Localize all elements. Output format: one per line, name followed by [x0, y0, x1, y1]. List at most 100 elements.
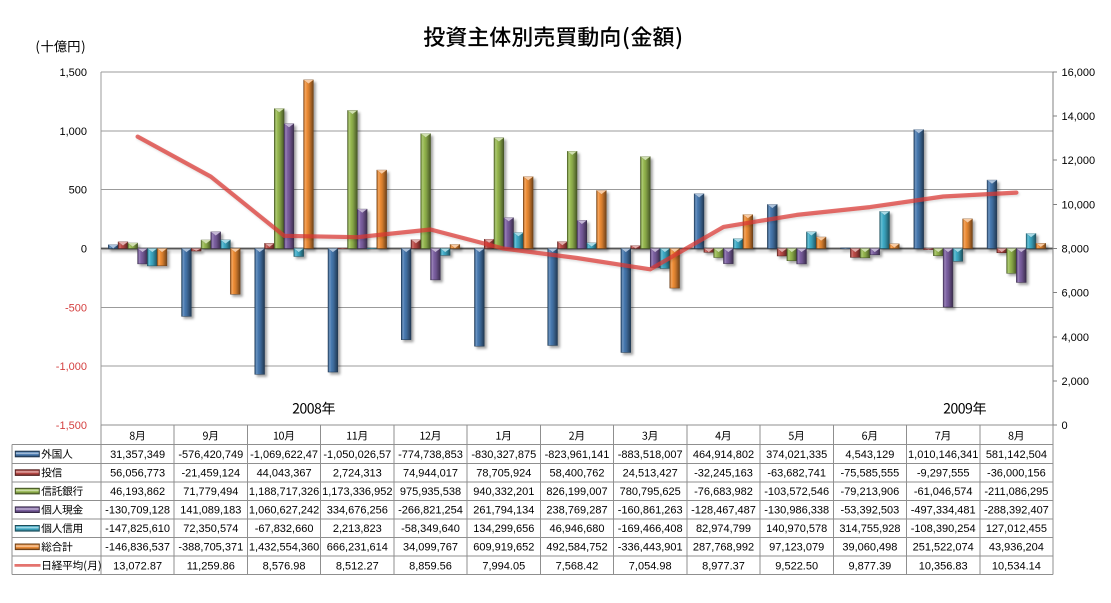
svg-text:2,213,823: 2,213,823	[333, 523, 382, 535]
svg-text:8,859.56: 8,859.56	[409, 560, 452, 572]
svg-text:-61,046,574: -61,046,574	[914, 486, 973, 498]
svg-text:-823,961,141: -823,961,141	[545, 449, 610, 461]
svg-text:-67,832,660: -67,832,660	[255, 523, 314, 535]
svg-text:97,123,079: 97,123,079	[769, 542, 824, 554]
svg-text:6,000: 6,000	[1062, 288, 1090, 300]
svg-text:975,935,538: 975,935,538	[400, 486, 461, 498]
svg-text:4,543,129: 4,543,129	[845, 449, 894, 461]
svg-text:39,060,498: 39,060,498	[842, 542, 897, 554]
svg-text:2,724,313: 2,724,313	[333, 468, 382, 480]
svg-text:9,877.39: 9,877.39	[848, 560, 891, 572]
svg-text:287,768,992: 287,768,992	[693, 542, 754, 554]
svg-text:-1,000: -1,000	[56, 361, 87, 373]
svg-text:-75,585,555: -75,585,555	[841, 468, 900, 480]
svg-text:-336,443,901: -336,443,901	[618, 542, 683, 554]
svg-text:58,400,762: 58,400,762	[549, 468, 604, 480]
svg-text:-500: -500	[65, 302, 87, 314]
svg-text:500: 500	[69, 185, 87, 197]
svg-text:251,522,074: 251,522,074	[913, 542, 974, 554]
svg-text:1,500: 1,500	[59, 67, 87, 79]
svg-text:127,012,455: 127,012,455	[986, 523, 1047, 535]
svg-text:-130,986,338: -130,986,338	[764, 505, 829, 517]
svg-text:334,676,256: 334,676,256	[327, 505, 388, 517]
svg-text:1,188,717,326: 1,188,717,326	[249, 486, 319, 498]
svg-text:34,099,767: 34,099,767	[403, 542, 458, 554]
svg-text:780,795,625: 780,795,625	[620, 486, 681, 498]
svg-text:7,054.98: 7,054.98	[629, 560, 672, 572]
svg-text:82,974,799: 82,974,799	[696, 523, 751, 535]
svg-text:8,977.37: 8,977.37	[702, 560, 745, 572]
svg-text:-497,334,481: -497,334,481	[911, 505, 976, 517]
svg-text:492,584,752: 492,584,752	[546, 542, 607, 554]
svg-text:826,199,007: 826,199,007	[546, 486, 607, 498]
svg-text:-774,738,853: -774,738,853	[398, 449, 463, 461]
svg-text:-288,392,407: -288,392,407	[984, 505, 1049, 517]
svg-text:8,576.98: 8,576.98	[263, 560, 306, 572]
svg-text:43,936,204: 43,936,204	[989, 542, 1044, 554]
svg-text:1,432,554,360: 1,432,554,360	[249, 542, 319, 554]
svg-text:666,231,614: 666,231,614	[327, 542, 388, 554]
svg-text:261,794,134: 261,794,134	[473, 505, 534, 517]
svg-text:140,970,578: 140,970,578	[766, 523, 827, 535]
svg-text:9,522.50: 9,522.50	[775, 560, 818, 572]
svg-text:-169,466,408: -169,466,408	[618, 523, 683, 535]
svg-text:-388,705,371: -388,705,371	[178, 542, 243, 554]
svg-text:-9,297,555: -9,297,555	[917, 468, 970, 480]
svg-text:581,142,504: 581,142,504	[986, 449, 1047, 461]
svg-text:-128,467,487: -128,467,487	[691, 505, 756, 517]
svg-text:609,919,652: 609,919,652	[473, 542, 534, 554]
svg-text:-76,683,982: -76,683,982	[694, 486, 753, 498]
svg-text:13,072.87: 13,072.87	[113, 560, 162, 572]
svg-text:141,089,183: 141,089,183	[180, 505, 241, 517]
svg-text:0: 0	[1062, 420, 1068, 432]
svg-text:14,000: 14,000	[1062, 111, 1096, 123]
svg-text:-576,420,749: -576,420,749	[178, 449, 243, 461]
svg-text:71,779,494: 71,779,494	[183, 486, 238, 498]
svg-text:-58,349,640: -58,349,640	[401, 523, 460, 535]
svg-text:-63,682,741: -63,682,741	[767, 468, 826, 480]
svg-text:7,568.42: 7,568.42	[556, 560, 599, 572]
svg-text:940,332,201: 940,332,201	[473, 486, 534, 498]
svg-text:10,356.83: 10,356.83	[919, 560, 968, 572]
svg-text:-36,000,156: -36,000,156	[987, 468, 1046, 480]
svg-text:8,512.27: 8,512.27	[336, 560, 379, 572]
svg-text:-21,459,124: -21,459,124	[181, 468, 240, 480]
svg-text:46,946,680: 46,946,680	[549, 523, 604, 535]
svg-text:8,000: 8,000	[1062, 244, 1090, 256]
svg-text:-32,245,163: -32,245,163	[694, 468, 753, 480]
svg-text:-79,213,906: -79,213,906	[841, 486, 900, 498]
svg-text:-883,518,007: -883,518,007	[618, 449, 683, 461]
svg-text:10,000: 10,000	[1062, 199, 1096, 211]
svg-text:238,769,287: 238,769,287	[546, 505, 607, 517]
svg-text:1,010,146,341: 1,010,146,341	[908, 449, 978, 461]
svg-text:12,000: 12,000	[1062, 155, 1096, 167]
svg-text:314,755,928: 314,755,928	[839, 523, 900, 535]
svg-text:-146,836,537: -146,836,537	[105, 542, 170, 554]
svg-text:0: 0	[81, 244, 87, 256]
svg-text:-1,500: -1,500	[56, 420, 87, 432]
svg-text:374,021,335: 374,021,335	[766, 449, 827, 461]
svg-text:1,173,336,952: 1,173,336,952	[322, 486, 392, 498]
svg-text:-211,086,295: -211,086,295	[984, 486, 1048, 498]
svg-text:44,043,367: 44,043,367	[257, 468, 312, 480]
svg-text:24,513,427: 24,513,427	[623, 468, 678, 480]
svg-text:56,056,773: 56,056,773	[110, 468, 165, 480]
svg-text:-103,572,546: -103,572,546	[764, 486, 829, 498]
svg-text:-53,392,503: -53,392,503	[841, 505, 900, 517]
svg-text:16,000: 16,000	[1062, 67, 1096, 79]
svg-text:-1,050,026,57: -1,050,026,57	[323, 449, 391, 461]
svg-text:-130,709,128: -130,709,128	[105, 505, 170, 517]
svg-text:78,705,924: 78,705,924	[476, 468, 531, 480]
svg-text:4,000: 4,000	[1062, 332, 1090, 344]
svg-text:1,000: 1,000	[59, 126, 87, 138]
svg-text:-160,861,263: -160,861,263	[618, 505, 683, 517]
svg-text:7,994.05: 7,994.05	[482, 560, 525, 572]
svg-text:74,944,017: 74,944,017	[403, 468, 458, 480]
svg-text:31,357,349: 31,357,349	[110, 449, 165, 461]
svg-text:-147,825,610: -147,825,610	[105, 523, 170, 535]
svg-text:2,000: 2,000	[1062, 376, 1090, 388]
svg-text:46,193,862: 46,193,862	[110, 486, 165, 498]
svg-text:464,914,802: 464,914,802	[693, 449, 754, 461]
svg-text:1,060,627,242: 1,060,627,242	[249, 505, 319, 517]
svg-text:-108,390,254: -108,390,254	[911, 523, 976, 535]
